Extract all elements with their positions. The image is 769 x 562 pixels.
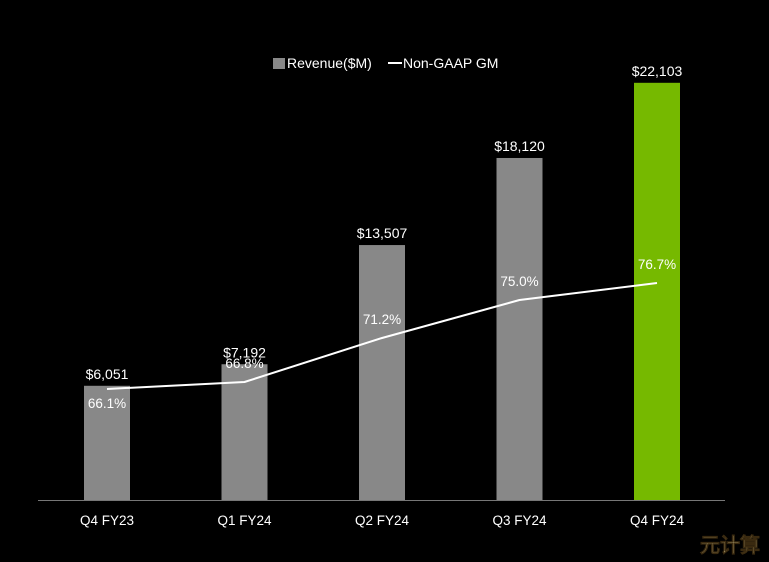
x-tick-label: Q4 FY23 [80, 513, 134, 528]
gm-value-label: 75.0% [500, 274, 538, 289]
revenue-bar [84, 385, 130, 500]
revenue-bar [496, 157, 543, 501]
watermark-text: 元计算 [700, 533, 760, 557]
revenue-bar [634, 82, 680, 500]
revenue-bar [221, 364, 268, 500]
revenue-value-label: $13,507 [357, 225, 408, 241]
revenue-value-label: $6,051 [86, 366, 129, 382]
x-tick-label: Q1 FY24 [217, 513, 272, 528]
x-tick-label: Q2 FY24 [355, 513, 410, 528]
gm-value-label: 71.2% [363, 312, 401, 327]
gm-line-series [106, 282, 658, 390]
data-labels: $6,051 $7,192 $13,507 $18,120 $22,103 66.1% 66… [86, 63, 683, 411]
gm-line [106, 282, 658, 390]
legend-gm-label: Non-GAAP GM [403, 55, 498, 71]
legend-revenue-swatch [273, 58, 285, 69]
gm-value-label: 66.1% [88, 396, 126, 411]
revenue-bar [359, 245, 405, 500]
legend-revenue-label: Revenue($M) [287, 55, 372, 71]
x-axis-ticks: Q4 FY23 Q1 FY24 Q2 FY24 Q3 FY24 Q4 FY24 [80, 513, 685, 528]
revenue-value-label: $7,192 [223, 344, 266, 360]
x-tick-label: Q3 FY24 [492, 513, 547, 528]
legend: Revenue($M) Non-GAAP GM [273, 55, 498, 71]
revenue-value-label: $18,120 [494, 138, 545, 154]
bar-series [84, 82, 680, 501]
revenue-value-label: $22,103 [632, 63, 683, 79]
gm-value-label: 66.8% [225, 356, 263, 371]
x-tick-label: Q4 FY24 [630, 513, 685, 528]
gm-value-label: 76.7% [638, 257, 676, 272]
